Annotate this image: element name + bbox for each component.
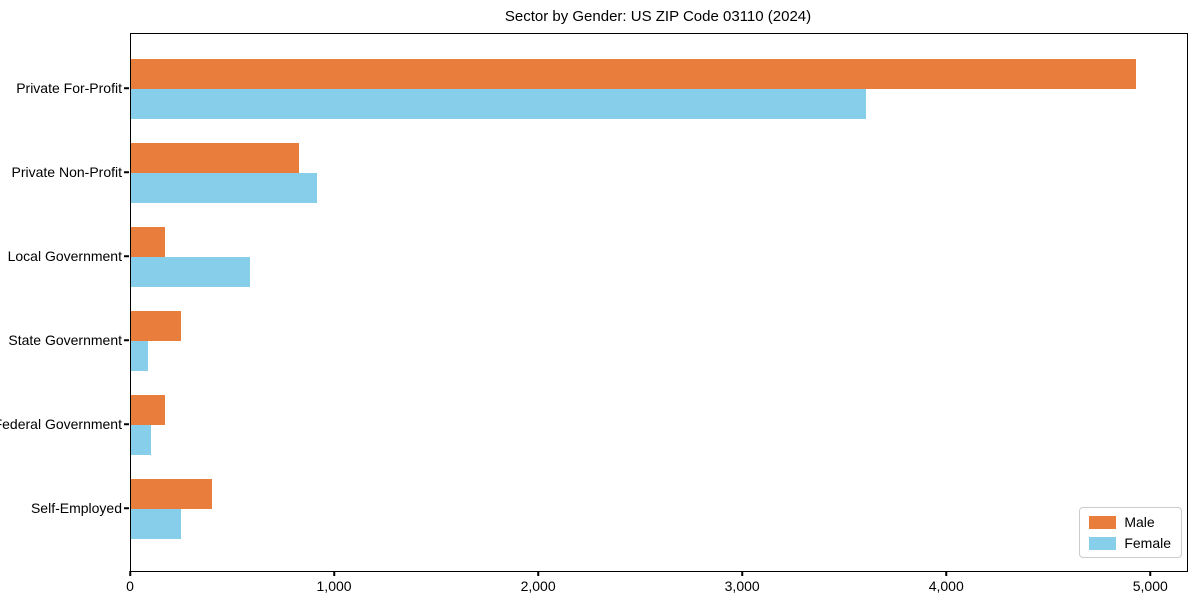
bar-male-state-government [131,311,181,341]
legend-swatch-female [1089,536,1117,550]
bar-male-federal-government [131,395,165,425]
x-tick-label: 0 [126,578,134,594]
x-tick-label: 3,000 [724,578,760,594]
bar-female-local-government [131,257,251,287]
legend-label: Female [1124,535,1171,551]
chart-title: Sector by Gender: US ZIP Code 03110 (202… [504,8,812,25]
y-tick-label: Self-Employed [30,500,122,516]
x-tick-mark [537,571,539,576]
bar-female-private-non-profit [131,173,317,203]
bar-female-private-for-profit [131,89,866,119]
y-tick-mark [124,255,129,257]
x-tick-label: 4,000 [928,578,964,594]
bar-female-state-government [131,341,149,371]
bar-male-private-for-profit [131,59,1136,89]
x-tick-mark [1149,571,1152,576]
legend-swatch-male [1089,515,1117,529]
y-tick-label: Federal Government [0,416,122,432]
y-tick-label: Private For-Profit [16,80,122,96]
bar-female-federal-government [131,425,152,455]
y-tick-label: Private Non-Profit [11,164,122,180]
y-tick-mark [124,339,129,341]
x-tick-mark [945,571,947,576]
bar-female-self-employed [131,509,181,539]
legend-entry-male: Male [1089,514,1171,530]
legend-label: Male [1124,514,1155,530]
bar-male-private-non-profit [131,143,300,173]
x-tick-mark [333,571,335,576]
x-tick-label: 1,000 [316,578,352,594]
y-tick-label: Local Government [7,248,122,264]
y-tick-mark [124,87,129,89]
x-tick-label: 2,000 [520,578,556,594]
y-tick-label: State Government [8,332,122,348]
x-tick-label: 5,000 [1132,578,1168,594]
bar-male-self-employed [131,479,212,509]
plot-area: Male Female [130,33,1188,572]
bar-male-local-government [131,227,165,257]
y-tick-mark [124,507,129,509]
y-tick-mark [124,171,129,173]
legend: Male Female [1079,507,1182,558]
x-tick-mark [129,571,131,576]
x-tick-mark [741,571,743,576]
y-tick-mark [124,423,129,425]
legend-entry-female: Female [1089,535,1171,551]
